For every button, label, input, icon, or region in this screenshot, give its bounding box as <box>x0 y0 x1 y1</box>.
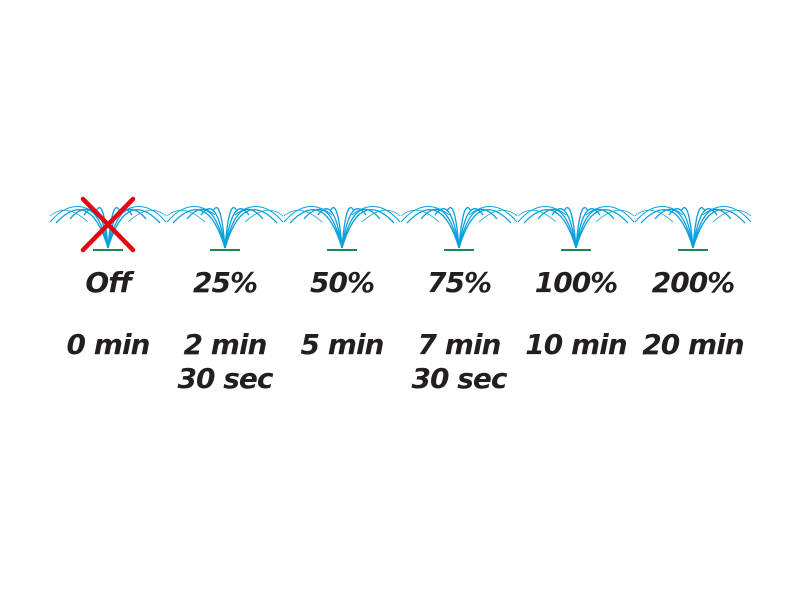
level-percent: 100% <box>534 266 619 299</box>
sprinkler-icon <box>634 206 752 251</box>
sprinkler-icon <box>49 206 167 251</box>
duration-line: 20 min <box>642 328 744 361</box>
level-percent: 25% <box>192 266 258 299</box>
sprinkler-icon <box>517 206 635 251</box>
duration-line: 30 sec <box>177 362 274 395</box>
duration-line: 0 min <box>66 328 151 361</box>
duration-line: 10 min <box>525 328 627 361</box>
level-duration: 2 min 30 sec <box>160 328 290 396</box>
level-percent: 50% <box>309 266 375 299</box>
sprinkler-icon <box>400 206 518 251</box>
sprinkler-icon <box>283 206 401 251</box>
level-duration: 20 min <box>628 328 758 362</box>
duration-line: 5 min <box>300 328 385 361</box>
duration-line: 30 sec <box>411 362 508 395</box>
duration-line: 7 min <box>417 328 502 361</box>
level-duration: 7 min 30 sec <box>394 328 524 396</box>
level-duration: 5 min <box>277 328 407 362</box>
level-duration: 10 min <box>511 328 641 362</box>
duration-line: 2 min <box>183 328 268 361</box>
level-percent: 200% <box>651 266 736 299</box>
sprinkler-icon <box>166 206 284 251</box>
off-cross-icon <box>80 196 136 253</box>
level-percent: 75% <box>426 266 492 299</box>
level-duration: 0 min <box>43 328 173 362</box>
level-percent: Off <box>85 266 131 299</box>
